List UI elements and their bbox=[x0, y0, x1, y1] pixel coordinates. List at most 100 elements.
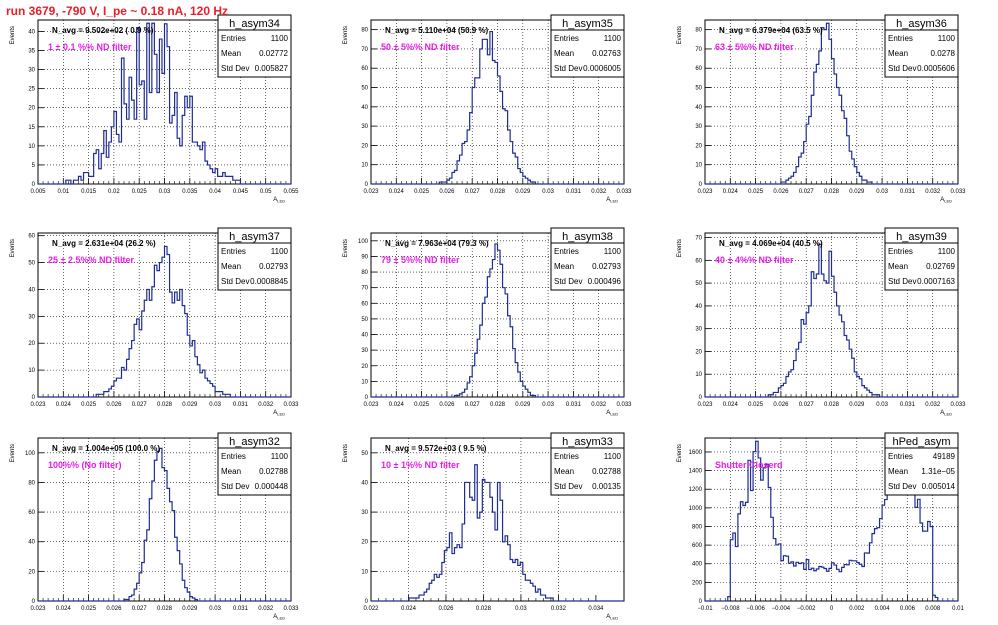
x-tick-label: 0.032 bbox=[258, 606, 274, 612]
x-tick-label: 0.045 bbox=[233, 189, 249, 195]
stats-key-entries: Entries bbox=[221, 34, 246, 43]
y-tick-label: 60 bbox=[361, 66, 368, 72]
y-tick-label: 40 bbox=[28, 29, 35, 35]
y-tick-label: 30 bbox=[695, 124, 702, 130]
navg-label: N_avg = 5.110e+04 (50.9 %) bbox=[385, 26, 489, 35]
x-tick-label: 0.028 bbox=[824, 189, 840, 195]
stats-box bbox=[217, 432, 292, 496]
y-tick-label: 0 bbox=[365, 599, 369, 605]
stats-key-mean: Mean bbox=[888, 49, 908, 58]
x-tick-label: 0.028 bbox=[157, 402, 173, 408]
x-tick-label: 0.03 bbox=[542, 189, 554, 195]
x-tick-label: 0.027 bbox=[465, 189, 481, 195]
stats-value-std-dev: 0.000496 bbox=[588, 277, 622, 286]
filter-annotation: 1 ± 0.1 %% ND filter bbox=[48, 42, 132, 52]
histogram-name: h_asym34 bbox=[229, 18, 280, 30]
x-tick-label: 0.029 bbox=[849, 189, 865, 195]
x-axis-title: ALED bbox=[273, 197, 285, 204]
filter-annotation: 10 ± 1%% ND filter bbox=[381, 460, 460, 470]
histogram-name: h_asym38 bbox=[562, 231, 613, 243]
x-tick-label: −0.006 bbox=[746, 606, 765, 612]
x-tick-label: −0.002 bbox=[797, 606, 816, 612]
x-tick-label: 0.025 bbox=[748, 402, 764, 408]
stats-key-entries: Entries bbox=[888, 452, 913, 461]
x-tick-label: 0.028 bbox=[157, 606, 173, 612]
y-tick-label: 40 bbox=[361, 333, 368, 339]
y-tick-label: 60 bbox=[28, 234, 35, 240]
x-tick-label: 0.032 bbox=[591, 402, 607, 408]
x-tick-label: 0.026 bbox=[773, 402, 789, 408]
navg-label: N_avg = 1.004e+05 (100.0 %) bbox=[52, 444, 160, 453]
y-tick-label: 10 bbox=[361, 163, 368, 169]
histogram-name: h_asym37 bbox=[229, 231, 280, 243]
x-tick-label: 0.025 bbox=[132, 189, 148, 195]
x-tick-label: 0.024 bbox=[389, 189, 405, 195]
stats-key-entries: Entries bbox=[888, 34, 913, 43]
stats-key-mean: Mean bbox=[221, 467, 241, 476]
x-tick-label: 0.015 bbox=[81, 189, 97, 195]
stats-key-entries: Entries bbox=[554, 34, 579, 43]
y-tick-label: 20 bbox=[695, 349, 702, 355]
y-tick-label: 20 bbox=[361, 364, 368, 370]
y-tick-label: 400 bbox=[692, 562, 703, 568]
stats-value-std-dev: 0.000448 bbox=[255, 482, 289, 491]
stats-value-mean: 0.02763 bbox=[592, 49, 621, 58]
y-tick-label: 10 bbox=[361, 379, 368, 385]
panel-h_asym33: 0.022 0.024 0.026 0.028 0.03 0.032 0.034 0 10 20 3… bbox=[343, 432, 625, 621]
stats-key-std-dev: Std Dev bbox=[888, 64, 916, 73]
y-tick-label: 50 bbox=[361, 86, 368, 92]
x-tick-label: 0.024 bbox=[389, 402, 405, 408]
x-tick-label: 0.024 bbox=[56, 402, 72, 408]
stats-key-std-dev: Std Dev bbox=[554, 482, 582, 491]
stats-key-std-dev: Std Dev bbox=[221, 277, 249, 286]
x-tick-label: 0.025 bbox=[81, 606, 97, 612]
stats-value-std-dev: 0.0007163 bbox=[917, 277, 955, 286]
x-tick-label: 0.031 bbox=[566, 189, 582, 195]
y-tick-label: 50 bbox=[361, 451, 368, 457]
filter-annotation: 100%% (No filter) bbox=[48, 460, 122, 470]
stats-value-entries: 49189 bbox=[933, 452, 956, 461]
x-tick-label: 0.055 bbox=[283, 189, 299, 195]
x-axis-title: ALED bbox=[940, 197, 952, 204]
y-axis-title: Events bbox=[10, 26, 16, 44]
x-tick-label: 0.032 bbox=[551, 606, 567, 612]
x-tick-label: 0.03 bbox=[876, 189, 888, 195]
x-tick-label: 0.024 bbox=[723, 402, 739, 408]
x-tick-label: 0.031 bbox=[566, 402, 582, 408]
x-tick-label: 0.029 bbox=[182, 402, 198, 408]
stats-key-std-dev: Std Dev bbox=[221, 64, 249, 73]
histogram-line bbox=[705, 243, 958, 398]
x-tick-label: 0.035 bbox=[182, 189, 198, 195]
y-tick-label: 50 bbox=[695, 86, 702, 92]
x-tick-label: 0.023 bbox=[30, 402, 46, 408]
stats-key-mean: Mean bbox=[221, 262, 241, 271]
histogram-line bbox=[371, 30, 624, 185]
y-axis-title: Events bbox=[677, 239, 683, 257]
x-tick-label: 0.023 bbox=[363, 402, 379, 408]
stats-key-entries: Entries bbox=[888, 247, 913, 256]
y-tick-label: 40 bbox=[695, 105, 702, 111]
stats-box bbox=[217, 14, 292, 78]
y-tick-label: 30 bbox=[695, 327, 702, 333]
x-tick-label: 0.028 bbox=[490, 402, 506, 408]
x-tick-label: 0.031 bbox=[233, 402, 249, 408]
y-tick-label: 60 bbox=[28, 510, 35, 516]
x-tick-label: 0.03 bbox=[515, 606, 527, 612]
stats-key-entries: Entries bbox=[554, 452, 579, 461]
x-tick-label: 0.025 bbox=[414, 402, 430, 408]
x-tick-label: 0.005 bbox=[30, 189, 46, 195]
histogram-name: h_asym39 bbox=[896, 231, 947, 243]
y-tick-label: 100 bbox=[25, 451, 36, 457]
stats-value-entries: 1100 bbox=[604, 34, 622, 43]
x-tick-label: 0.008 bbox=[925, 606, 941, 612]
histogram-line bbox=[38, 447, 291, 602]
y-tick-label: 0 bbox=[699, 182, 703, 188]
x-axis-title: ALED bbox=[606, 410, 618, 417]
y-axis-title: Events bbox=[343, 239, 349, 257]
y-tick-label: 80 bbox=[695, 28, 702, 34]
y-tick-label: 50 bbox=[28, 261, 35, 267]
stats-key-mean: Mean bbox=[554, 262, 574, 271]
y-axis-title: Events bbox=[343, 444, 349, 462]
x-tick-label: 0.033 bbox=[950, 402, 966, 408]
histogram-line bbox=[38, 22, 291, 185]
